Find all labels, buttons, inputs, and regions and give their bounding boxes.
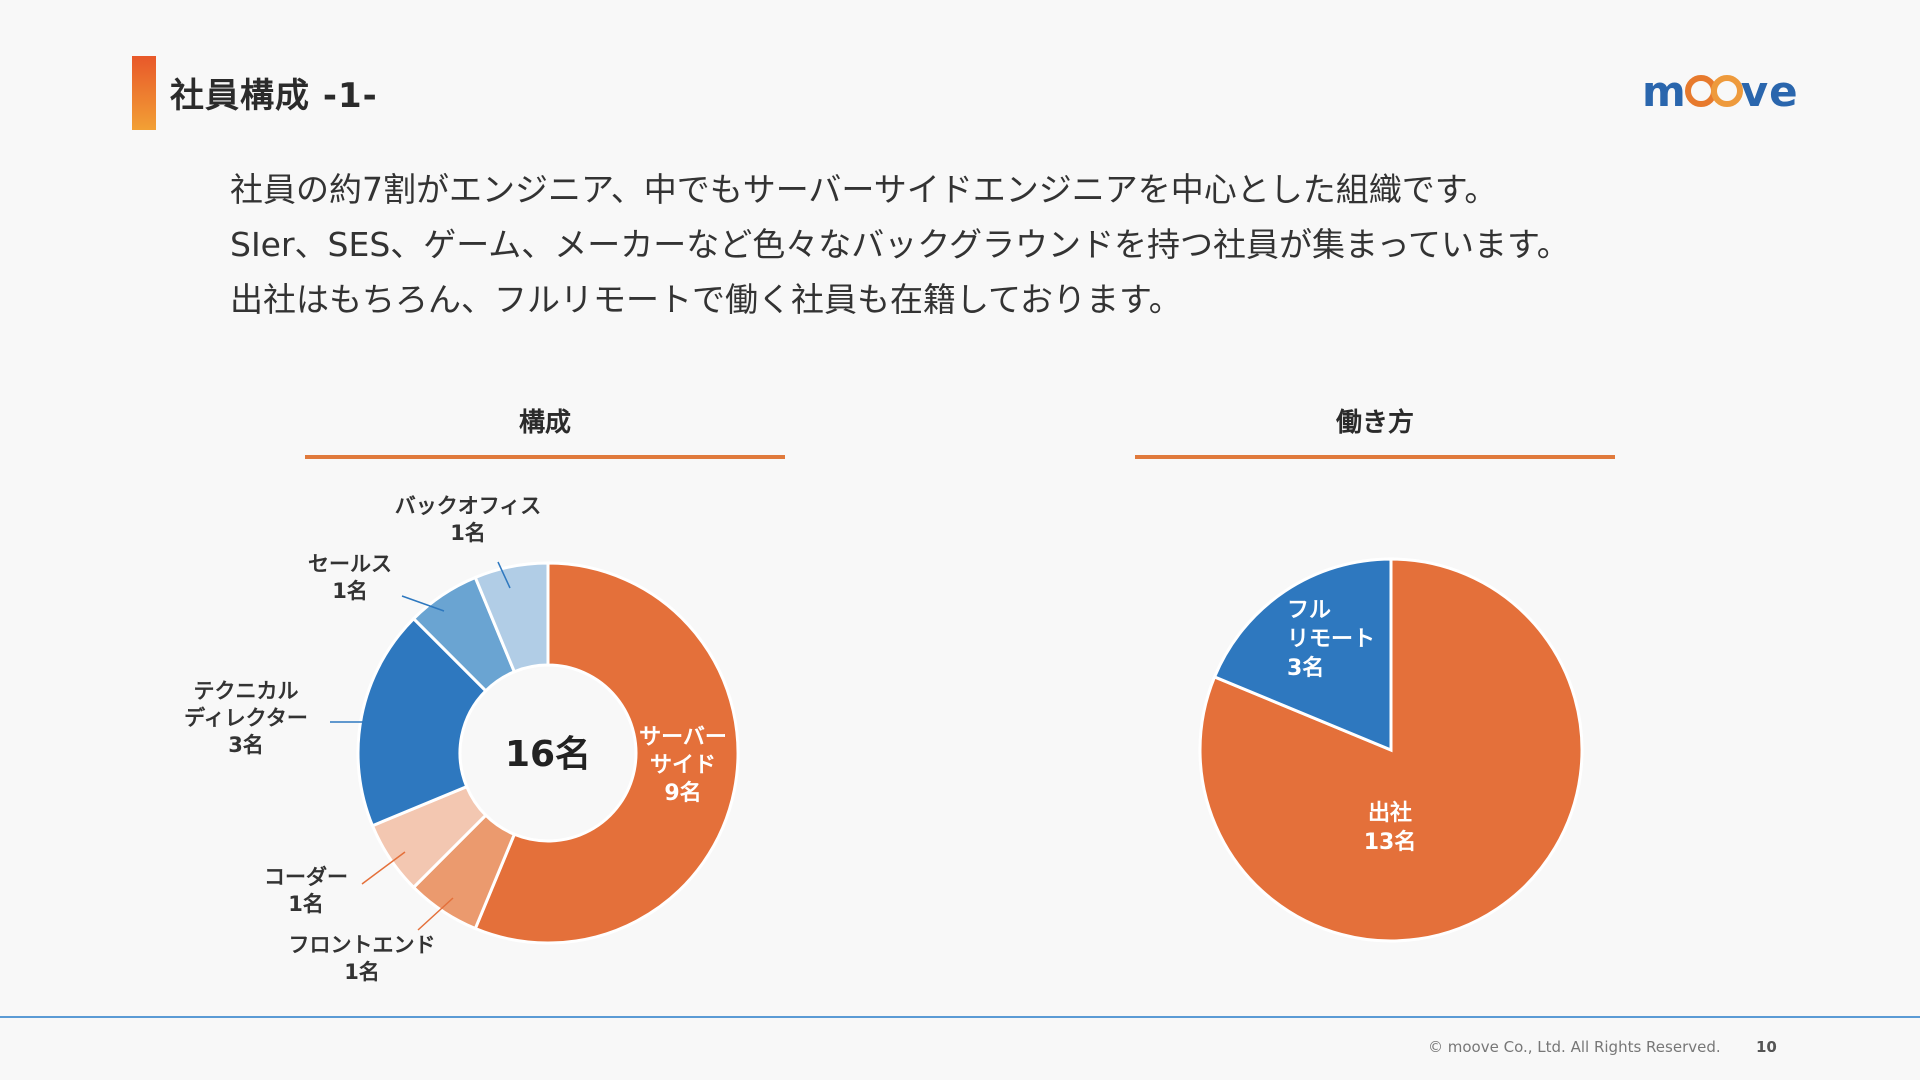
donut-slice	[473, 561, 550, 674]
pie-slice-label-line: 13名	[1364, 829, 1417, 855]
label-leader-line	[361, 851, 406, 885]
copyright-text: © moove Co., Ltd. All Rights Reserved.	[1428, 1038, 1721, 1056]
donut-slice	[356, 616, 488, 828]
intro-line: SIer、SES、ゲーム、メーカーなど色々なバックグラウンドを持つ社員が集まって…	[230, 225, 1570, 264]
donut-slice-label: サーバーサイド 9名	[639, 725, 727, 806]
label-leader-line	[401, 595, 445, 612]
page-title: 社員構成 -1-	[170, 76, 378, 116]
donut-slice-label-line: サーバー	[639, 725, 727, 750]
donut-slice-label-line: セールス	[308, 552, 392, 576]
label-leader-line	[417, 897, 454, 931]
donut-slice-label-line: 1名	[450, 521, 486, 545]
pie-slice-label: フルリモート 3名	[1287, 598, 1375, 681]
pie-slice-label: 出社 13名	[1364, 800, 1417, 855]
donut-slice-label-line: テクニカル	[194, 679, 299, 703]
pie-slice-label-line: フル	[1287, 598, 1331, 623]
donut-slice-label-line: 1名	[332, 579, 368, 603]
intro-text: 社員の約7割がエンジニア、中でもサーバーサイドエンジニアを中心とした組織です。 …	[230, 162, 1570, 327]
donut-slice-label-line: バックオフィス	[395, 494, 542, 518]
donut-slice-label-line: 1名	[288, 892, 324, 916]
donut-slice-label-line: サイド	[650, 753, 716, 778]
intro-line: 社員の約7割がエンジニア、中でもサーバーサイドエンジニアを中心とした組織です。	[230, 170, 1498, 209]
donut-slice-label: フロントエンド 1名	[289, 933, 436, 984]
pie-slice-label-line: 出社	[1368, 800, 1412, 826]
donut-slice-label: セールス 1名	[308, 552, 392, 603]
donut-slice-label: テクニカルディレクター 3名	[184, 679, 308, 757]
pie-slice	[1212, 557, 1393, 753]
moove-logo: m ve	[1642, 66, 1799, 116]
composition-chart-title: 構成	[518, 408, 571, 438]
donut-slice-label-line: 1名	[344, 960, 380, 984]
title-accent-bar	[132, 56, 156, 130]
donut-slice	[473, 561, 740, 945]
label-leader-line	[497, 561, 511, 589]
donut-slice-label: コーダー 1名	[264, 865, 348, 916]
page-number: 10	[1756, 1038, 1777, 1056]
workstyle-title-rule	[1135, 455, 1615, 459]
workstyle-chart-title: 働き方	[1335, 408, 1414, 438]
intro-line: 出社はもちろん、フルリモートで働く社員も在籍しております。	[230, 280, 1182, 319]
donut-slice-label-line: フロントエンド	[289, 933, 436, 957]
donut-slice-label-line: コーダー	[264, 865, 348, 889]
donut-slice-label-line: 3名	[228, 733, 264, 757]
donut-center-total: 16名	[505, 734, 591, 775]
pie-slice-label-line: 3名	[1287, 655, 1324, 681]
donut-slice-label-line: ディレクター	[184, 706, 308, 730]
pie-slice-label-line: リモート	[1287, 627, 1375, 652]
footer-divider	[0, 1016, 1920, 1018]
composition-title-rule	[305, 455, 785, 459]
donut-slice-label-line: 9名	[664, 780, 701, 806]
donut-slice-label: バックオフィス 1名	[395, 494, 542, 545]
